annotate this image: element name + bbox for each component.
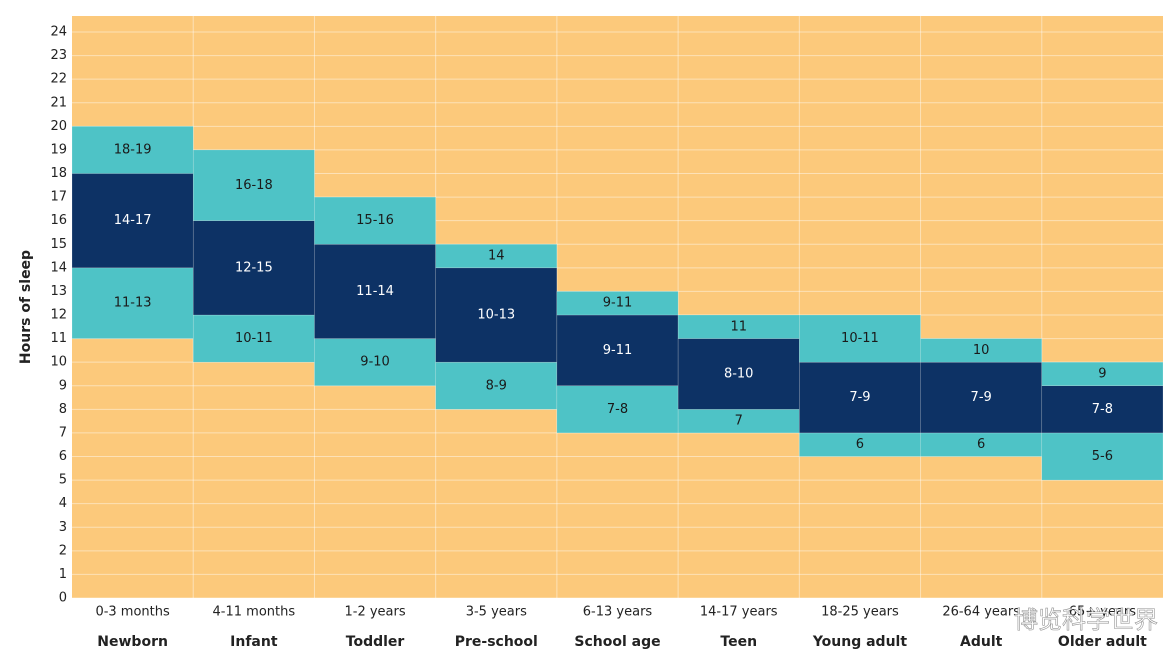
range-label: 5-6 (1092, 449, 1113, 464)
category-label: Infant (230, 634, 278, 650)
category-label: Older adult (1058, 634, 1147, 650)
category-label: School age (574, 634, 660, 650)
range-label: 10-13 (477, 308, 515, 323)
range-label: 7-8 (1092, 402, 1113, 417)
y-tick-label: 12 (50, 308, 67, 323)
y-tick-label: 2 (59, 543, 67, 558)
category-label: Young adult (812, 634, 908, 650)
age-range-label: 4-11 months (213, 605, 296, 620)
range-label: 9-11 (603, 296, 633, 311)
category-label: Adult (960, 634, 1003, 650)
range-label: 9 (1098, 366, 1106, 381)
watermark: 博览科学世界 (1014, 606, 1158, 634)
age-range-label: 26-64 years (942, 605, 1020, 620)
category-label: Toddler (346, 634, 405, 650)
y-tick-label: 18 (50, 166, 67, 181)
y-tick-label: 4 (59, 496, 67, 511)
y-tick-label: 20 (50, 119, 67, 134)
sleep-range (920, 361, 1043, 434)
sleep-range (71, 267, 194, 339)
sleep-range (920, 338, 1043, 363)
y-tick-label: 14 (50, 260, 67, 275)
sleep-range (192, 149, 315, 221)
age-range-label: 1-2 years (344, 605, 405, 620)
y-tick-label: 6 (59, 449, 67, 464)
category-label: Newborn (97, 634, 168, 650)
sleep-range (556, 385, 679, 434)
sleep-range (71, 126, 194, 174)
range-label: 12-15 (235, 260, 273, 275)
range-label: 8-10 (724, 366, 754, 381)
y-tick-label: 21 (50, 95, 67, 110)
range-label: 14-17 (114, 213, 152, 228)
range-label: 7-9 (849, 390, 870, 405)
y-axis-label: Hours of sleep (18, 250, 34, 364)
range-label: 10 (973, 343, 990, 358)
y-tick-label: 3 (59, 520, 67, 535)
range-label: 6 (977, 437, 985, 452)
range-label: 7 (735, 414, 743, 429)
sleep-range (1041, 432, 1164, 481)
range-label: 14 (488, 249, 505, 264)
age-range-label: 6-13 years (583, 605, 653, 620)
sleep-range (314, 338, 436, 387)
sleep-range (556, 314, 679, 386)
y-tick-label: 0 (59, 591, 67, 606)
y-tick-label: 24 (50, 25, 67, 40)
sleep-range (435, 244, 558, 269)
category-label: Pre-school (455, 634, 538, 650)
y-tick-label: 10 (50, 355, 67, 370)
sleep-range (799, 314, 921, 363)
y-tick-label: 17 (50, 190, 67, 205)
range-label: 8-9 (486, 378, 507, 393)
y-tick-label: 19 (50, 142, 67, 157)
y-tick-label: 5 (59, 473, 67, 488)
y-tick-label: 23 (50, 48, 67, 63)
range-label: 16-18 (235, 178, 273, 193)
y-tick-label: 11 (50, 331, 67, 346)
sleep-range (192, 220, 315, 316)
range-label: 7-9 (971, 390, 992, 405)
range-label: 10-11 (841, 331, 879, 346)
y-tick-label: 22 (50, 72, 67, 87)
category-label: Teen (720, 634, 757, 650)
range-label: 7-8 (607, 402, 628, 417)
range-label: 6 (856, 437, 864, 452)
sleep-range (556, 291, 679, 316)
y-tick-label: 8 (59, 402, 67, 417)
sleep-range (435, 361, 558, 410)
y-tick-label: 7 (59, 425, 67, 440)
sleep-range (435, 267, 558, 363)
sleep-range (314, 196, 436, 245)
range-label: 9-10 (360, 355, 390, 370)
range-label: 10-11 (235, 331, 273, 346)
y-tick-label: 15 (50, 237, 67, 252)
age-range-label: 3-5 years (466, 605, 527, 620)
range-label: 9-11 (603, 343, 633, 358)
age-range-label: 18-25 years (821, 605, 899, 620)
range-label: 11-13 (114, 296, 152, 311)
sleep-range (677, 338, 800, 410)
age-range-label: 0-3 months (95, 605, 170, 620)
sleep-range (192, 314, 315, 363)
age-range-label: 65+ years (1069, 605, 1137, 620)
range-label: 18-19 (114, 142, 152, 157)
range-label: 15-16 (356, 213, 394, 228)
y-tick-label: 9 (59, 378, 67, 393)
range-label: 11 (730, 319, 747, 334)
y-tick-label: 16 (50, 213, 67, 228)
y-tick-label: 1 (59, 567, 67, 582)
y-tick-label: 13 (50, 284, 67, 299)
range-label: 11-14 (356, 284, 394, 299)
age-range-label: 14-17 years (700, 605, 778, 620)
sleep-range (1041, 361, 1164, 386)
